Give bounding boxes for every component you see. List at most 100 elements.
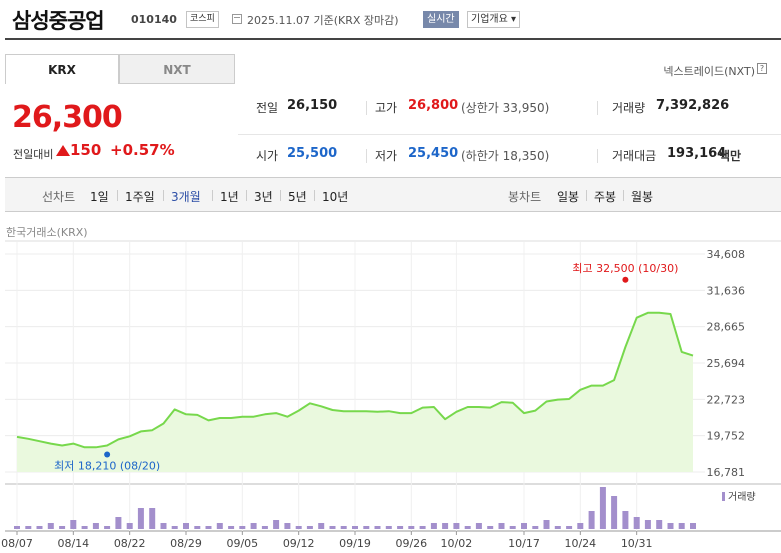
volume-bar (509, 526, 516, 529)
volume-bar (25, 526, 32, 529)
x-tick-label: 10/17 (508, 537, 540, 550)
range-1y[interactable]: 1년 (220, 190, 239, 204)
high-marker-dot (622, 276, 629, 283)
chart-range-bar (5, 178, 781, 212)
range-divider (314, 190, 315, 201)
range-divider (280, 190, 281, 201)
volume-bar (183, 523, 189, 529)
price-area-fill (17, 312, 693, 472)
volume-bar (59, 526, 66, 529)
trade-value-unit: 백만 (719, 149, 742, 163)
volume-bar (498, 523, 505, 529)
volume-bar (430, 523, 437, 529)
volume-bar (250, 523, 257, 529)
y-tick-label: 16,781 (707, 466, 746, 479)
column-divider (366, 101, 367, 115)
range-1w[interactable]: 1주일 (125, 190, 155, 204)
range-divider (586, 190, 587, 201)
volume-bars: 거래량 (14, 487, 756, 529)
line-chart-label: 선차트 (42, 190, 76, 204)
volume-bar (149, 508, 156, 529)
company-overview-dropdown[interactable]: 기업개요 ▾ (467, 11, 520, 28)
volume-bar (667, 523, 674, 529)
volume-bar (137, 508, 144, 529)
low-value: 25,450 (408, 146, 459, 161)
volume-bar (160, 523, 167, 529)
volume-bar (633, 517, 640, 529)
volume-bar (588, 511, 595, 529)
range-3m[interactable]: 3개월 (171, 190, 201, 204)
volume-bar (306, 526, 313, 529)
range-divider (623, 190, 624, 201)
low-label: 저가 (375, 149, 398, 163)
price-chart[interactable]: 34,608 31,636 28,665 25,694 22,723 19,752 16,7… (0, 240, 781, 553)
date-basis: 2025.11.07 기준(KRX 장마감) (247, 14, 399, 27)
range-divider (212, 190, 213, 201)
low-marker-label: 최저 18,210 (08/20) (54, 460, 160, 473)
range-1d[interactable]: 1일 (90, 190, 109, 204)
column-divider (366, 149, 367, 163)
column-divider (597, 149, 598, 163)
range-divider (246, 190, 247, 201)
volume-bar (611, 496, 618, 529)
lower-limit: (하한가 18,350) (461, 149, 550, 163)
volume-bar (171, 526, 178, 529)
price-line (16, 311, 694, 449)
volume-bar (92, 523, 99, 529)
high-marker-label: 최고 32,500 (10/30) (572, 262, 678, 275)
y-tick-label: 28,665 (707, 321, 746, 334)
external-link-icon[interactable]: ? (757, 63, 767, 74)
data-source-label: 한국거래소(KRX) (6, 226, 88, 239)
range-5y[interactable]: 5년 (288, 190, 307, 204)
tab-krx[interactable]: KRX (5, 54, 119, 84)
change-percent: +0.57% (110, 141, 175, 159)
volume-bar (521, 523, 527, 529)
volume-bar (543, 520, 550, 529)
volume-bar (464, 526, 471, 529)
upper-limit: (상한가 33,950) (461, 101, 550, 115)
open-label: 시가 (256, 149, 279, 163)
market-badge: 코스피 (186, 11, 219, 28)
trade-value-label: 거래대금 (612, 149, 657, 163)
volume-bar (70, 520, 77, 529)
range-10y[interactable]: 10년 (322, 190, 349, 204)
volume-legend-swatch (722, 492, 725, 501)
header-divider (5, 38, 781, 40)
y-tick-label: 25,694 (707, 357, 746, 370)
x-tick-label: 08/14 (57, 537, 89, 550)
volume-bar (126, 523, 133, 529)
volume-bar (453, 523, 460, 529)
current-price: 26,300 (12, 100, 123, 135)
volume-bar (442, 523, 449, 529)
low-marker-dot (104, 451, 111, 458)
volume-bar (690, 523, 696, 529)
volume-bar (36, 526, 43, 529)
volume-label: 거래량 (612, 101, 646, 115)
range-weekly-candle[interactable]: 주봉 (594, 190, 617, 204)
x-tick-label: 09/05 (226, 537, 258, 550)
volume-bar (194, 526, 201, 529)
volume-bar (115, 517, 122, 529)
volume-bar (374, 526, 381, 529)
volume-bar (295, 526, 302, 529)
up-triangle-icon (56, 145, 70, 156)
y-tick-label: 31,636 (707, 284, 746, 297)
volume-bar (239, 526, 246, 529)
candle-chart-label: 봉차트 (508, 190, 542, 204)
nextrade-link[interactable]: 넥스트레이드(NXT) (663, 65, 755, 78)
tab-nxt[interactable]: NXT (119, 54, 235, 84)
quote-row-divider (238, 134, 781, 135)
realtime-button[interactable]: 실시간 (423, 11, 459, 28)
x-tick-label: 08/22 (114, 537, 146, 550)
volume-bar (47, 523, 54, 529)
company-name: 삼성중공업 (12, 9, 105, 33)
x-tick-label: 09/19 (339, 537, 371, 550)
range-daily-candle[interactable]: 일봉 (557, 190, 580, 204)
volume-bar (656, 520, 663, 529)
range-3y[interactable]: 3년 (254, 190, 273, 204)
range-monthly-candle[interactable]: 월봉 (631, 190, 654, 204)
volume-bar (566, 526, 573, 529)
volume-legend-label: 거래량 (728, 491, 756, 503)
volume-bar (284, 523, 291, 529)
x-tick-label: 08/29 (170, 537, 202, 550)
